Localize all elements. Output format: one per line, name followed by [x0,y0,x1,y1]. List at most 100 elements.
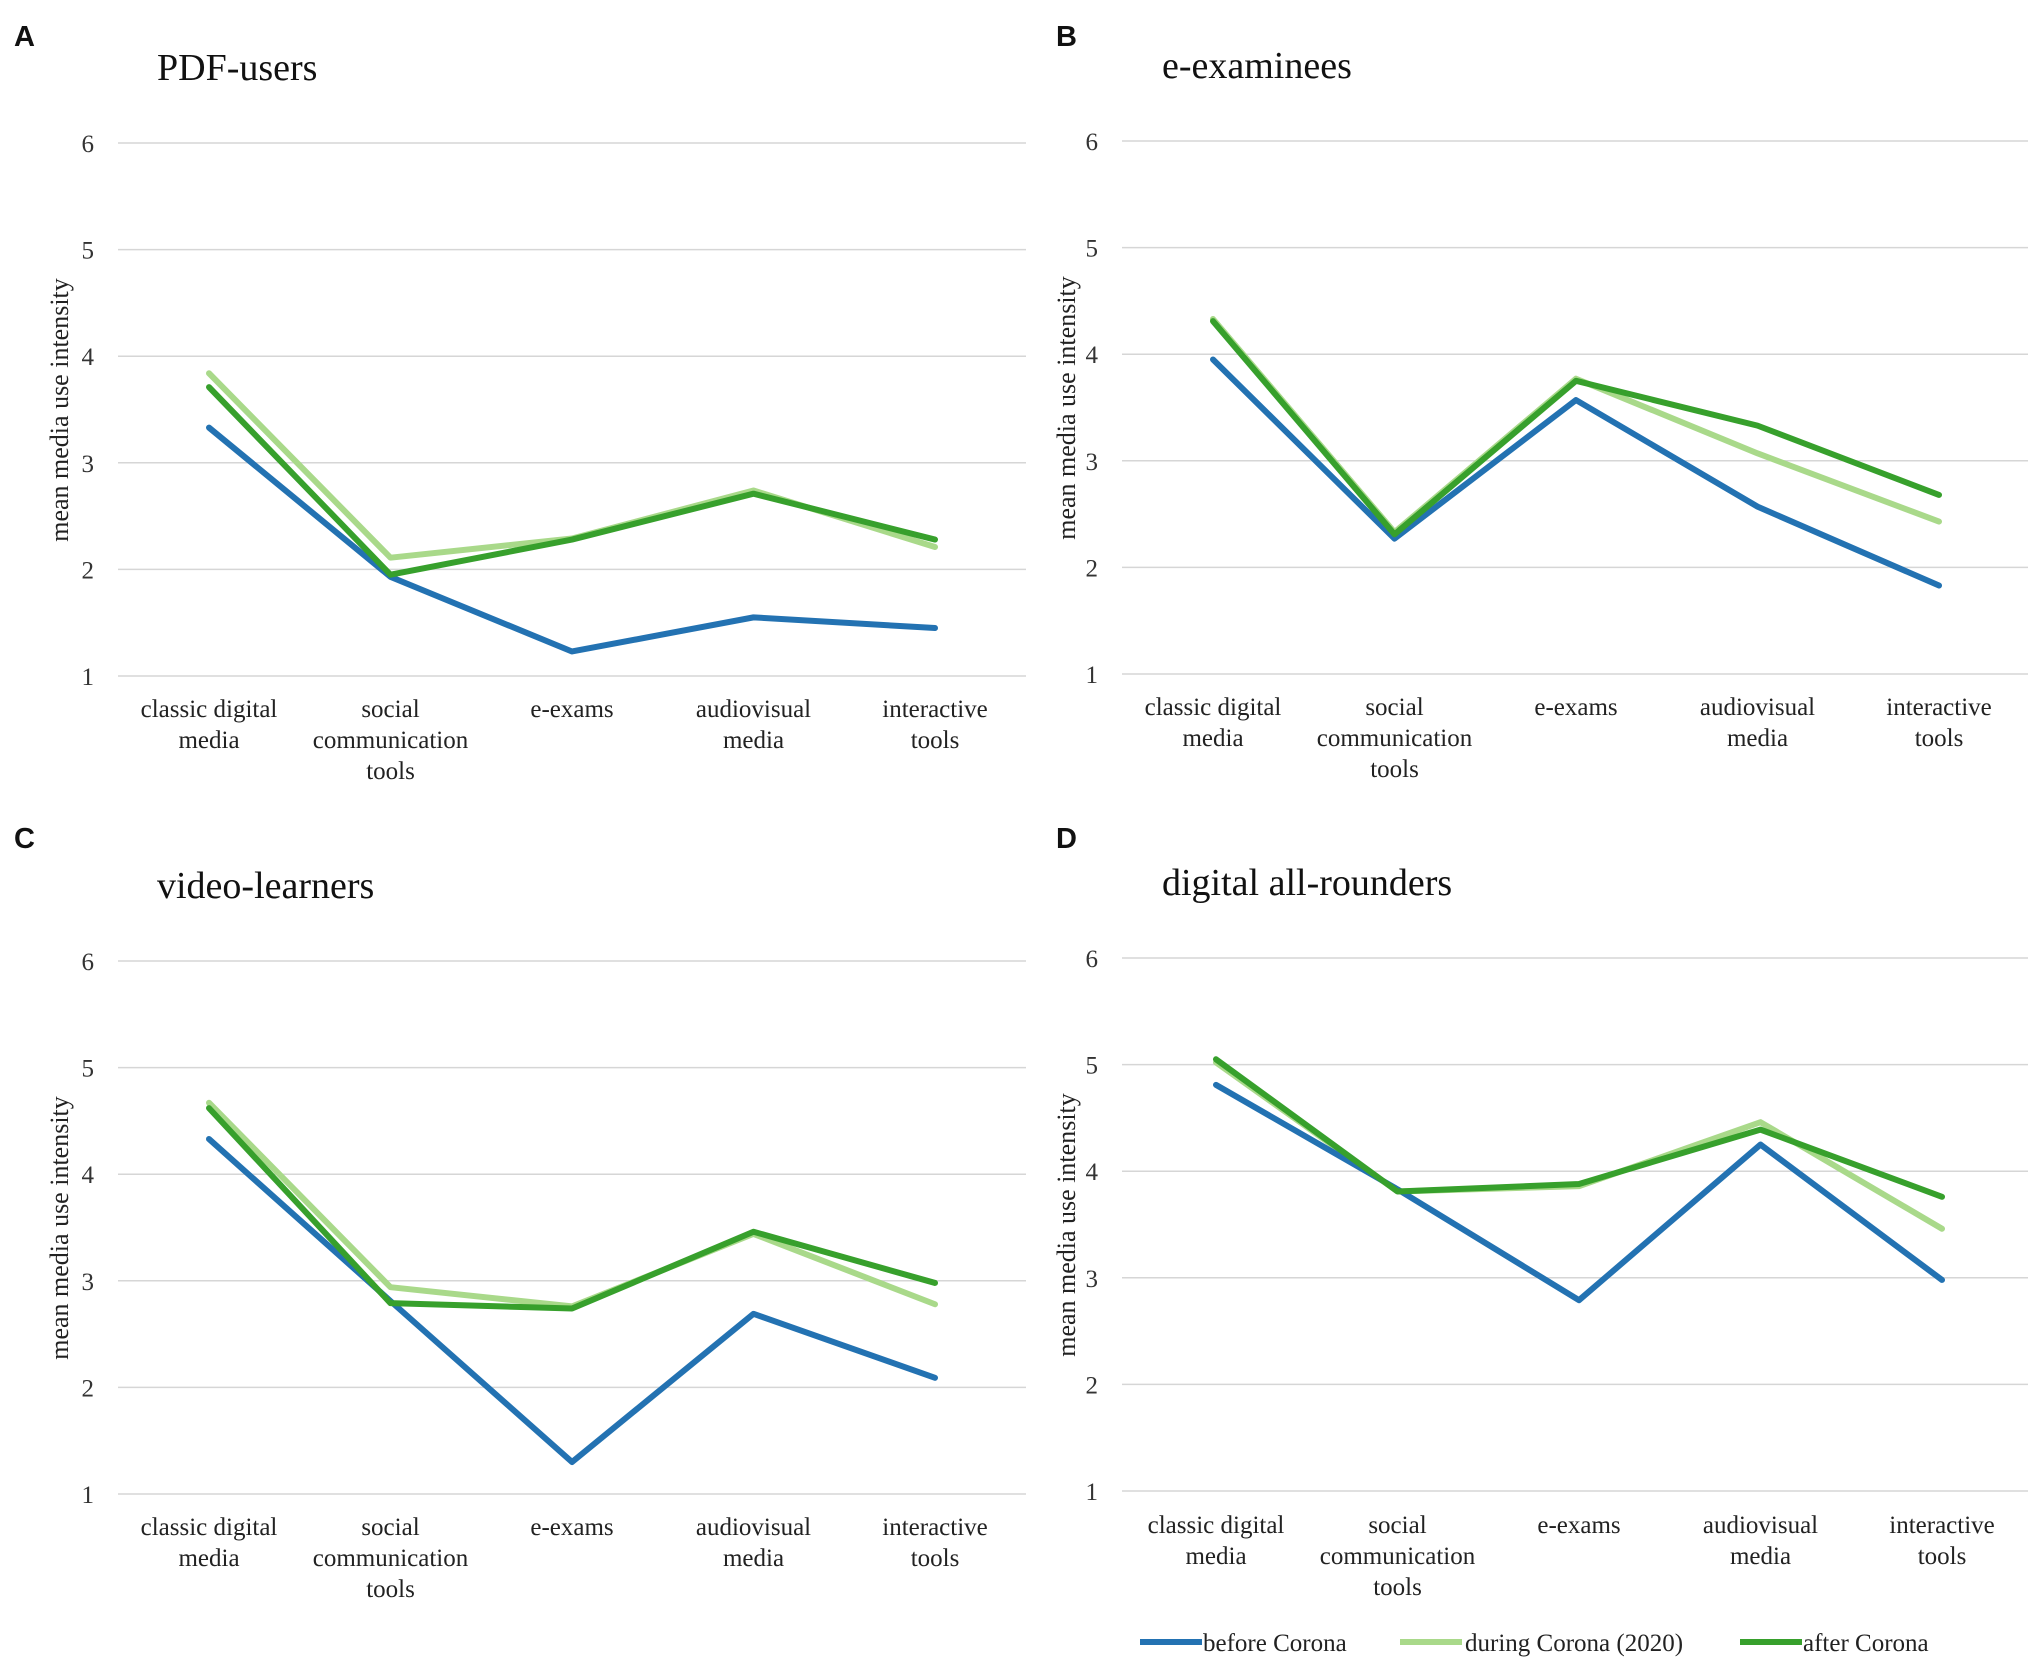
y-tick-label: 4 [1086,342,1099,369]
x-tick-label: interactive tools [882,1514,988,1572]
x-tick-label-line: media [178,727,239,754]
y-tick-label: 6 [82,131,95,158]
y-axis-label: mean media use intensity [1052,276,1081,540]
x-tick-label-line: tools [911,1545,960,1572]
y-tick-label: 4 [82,344,95,371]
y-tick-label: 2 [82,1375,95,1402]
x-tick-label: interactive tools [1886,694,1992,752]
legend: before Corona during Corona (2020) after C… [1140,1630,1929,1657]
x-tick-label-line: e-exams [530,696,613,723]
x-tick-label: social communication tools [1317,694,1473,783]
y-tick-label: 3 [82,1269,95,1296]
chart-title: PDF-users [157,47,317,89]
x-tick-label-line: classic digital [141,1514,278,1541]
x-tick-label: classic digital media [141,696,278,754]
x-tick-label: classic digital media [1148,1512,1285,1570]
y-tick-label: 2 [1086,555,1099,582]
y-tick-label: 6 [1086,129,1099,156]
x-tick-label-line: audiovisual [1700,694,1815,721]
x-tick-label: classic digital media [141,1514,278,1572]
x-tick-label: interactive tools [1889,1512,1995,1570]
x-tick-label-line: media [178,1545,239,1572]
x-tick-label: audiovisual media [1703,1512,1818,1570]
x-tick-label: e-exams [530,696,613,723]
x-tick-label: e-exams [1534,694,1617,721]
x-tick-label-line: audiovisual [1703,1512,1818,1539]
x-tick-label-line: communication [1320,1543,1476,1570]
legend-label-before-corona: before Corona [1203,1630,1347,1657]
x-tick-label: social communication tools [1320,1512,1476,1601]
series-line-during-corona-2020 [1210,316,1942,536]
x-tick-label-line: tools [911,727,960,754]
y-tick-label: 4 [82,1162,95,1189]
x-tick-label-line: e-exams [1537,1512,1620,1539]
x-tick-label: classic digital media [1145,694,1282,752]
x-tick-label: e-exams [530,1514,613,1541]
series-line-before-corona [206,1136,938,1466]
legend-label-after-corona: after Corona [1803,1630,1929,1657]
y-tick-label: 1 [82,664,95,691]
x-tick-label-line: media [1182,725,1243,752]
y-tick-label: 5 [1086,236,1099,263]
x-tick-label-line: tools [366,1576,415,1603]
x-tick-label: interactive tools [882,696,988,754]
panel-letter: B [1056,21,1077,53]
series-line-before-corona [1210,356,1942,589]
x-tick-label: social communication tools [313,696,469,785]
panel-B: Be-examinees 1 2 3 4 5 6 mean media use intensi… [1052,21,2028,783]
chart-title: video-learners [157,865,374,907]
x-tick-label-line: e-exams [1534,694,1617,721]
x-tick-label: e-exams [1537,1512,1620,1539]
x-tick-label-line: tools [366,758,415,785]
legend-label-during-corona-2020: during Corona (2020) [1465,1630,1683,1657]
y-tick-label: 4 [1086,1159,1099,1186]
x-tick-label-line: communication [313,1545,469,1572]
y-tick-label: 3 [1086,449,1099,476]
chart-title: e-examinees [1162,45,1352,87]
y-tick-label: 1 [1086,1479,1099,1506]
x-tick-label-line: media [1727,725,1788,752]
x-tick-label-line: tools [1918,1543,1967,1570]
x-tick-label: audiovisual media [1700,694,1815,752]
y-axis-label: mean media use intensity [45,1096,74,1360]
y-tick-label: 6 [1086,946,1099,973]
x-tick-label-line: media [723,1545,784,1572]
y-tick-label: 5 [82,1056,95,1083]
series-line-before-corona [1213,1081,1945,1304]
chart-title: digital all-rounders [1162,862,1452,904]
x-tick-label-line: media [1185,1543,1246,1570]
series-line-after-corona [206,384,938,578]
x-tick-label: audiovisual media [696,696,811,754]
x-tick-label-line: social [1365,694,1423,721]
y-tick-label: 5 [1086,1053,1099,1080]
x-tick-label: audiovisual media [696,1514,811,1572]
x-tick-label-line: interactive [1886,694,1992,721]
x-tick-label-line: classic digital [141,696,278,723]
series-line-after-corona [1210,318,1942,538]
series-line-after-corona [1213,1056,1945,1200]
x-tick-label-line: interactive [1889,1512,1995,1539]
x-tick-label-line: audiovisual [696,1514,811,1541]
x-tick-label-line: social [361,1514,419,1541]
x-tick-label-line: social [1368,1512,1426,1539]
y-tick-label: 3 [82,451,95,478]
series-line-before-corona [206,424,938,655]
series-line-after-corona [206,1105,938,1312]
x-tick-label-line: communication [313,727,469,754]
panel-letter: D [1056,823,1077,855]
x-tick-label-line: classic digital [1145,694,1282,721]
x-tick-label-line: tools [1915,725,1964,752]
x-tick-label-line: classic digital [1148,1512,1285,1539]
x-tick-label-line: social [361,696,419,723]
series-line-during-corona-2020 [206,370,938,561]
series-line-during-corona-2020 [206,1099,938,1310]
y-tick-label: 2 [82,557,95,584]
y-tick-label: 5 [82,238,95,265]
panel-A: A PDF-users 1 2 3 4 5 6 mean media use intensity… [14,21,1026,785]
y-tick-label: 3 [1086,1266,1099,1293]
y-axis-label: mean media use intensity [1052,1093,1081,1357]
x-tick-label-line: interactive [882,1514,988,1541]
